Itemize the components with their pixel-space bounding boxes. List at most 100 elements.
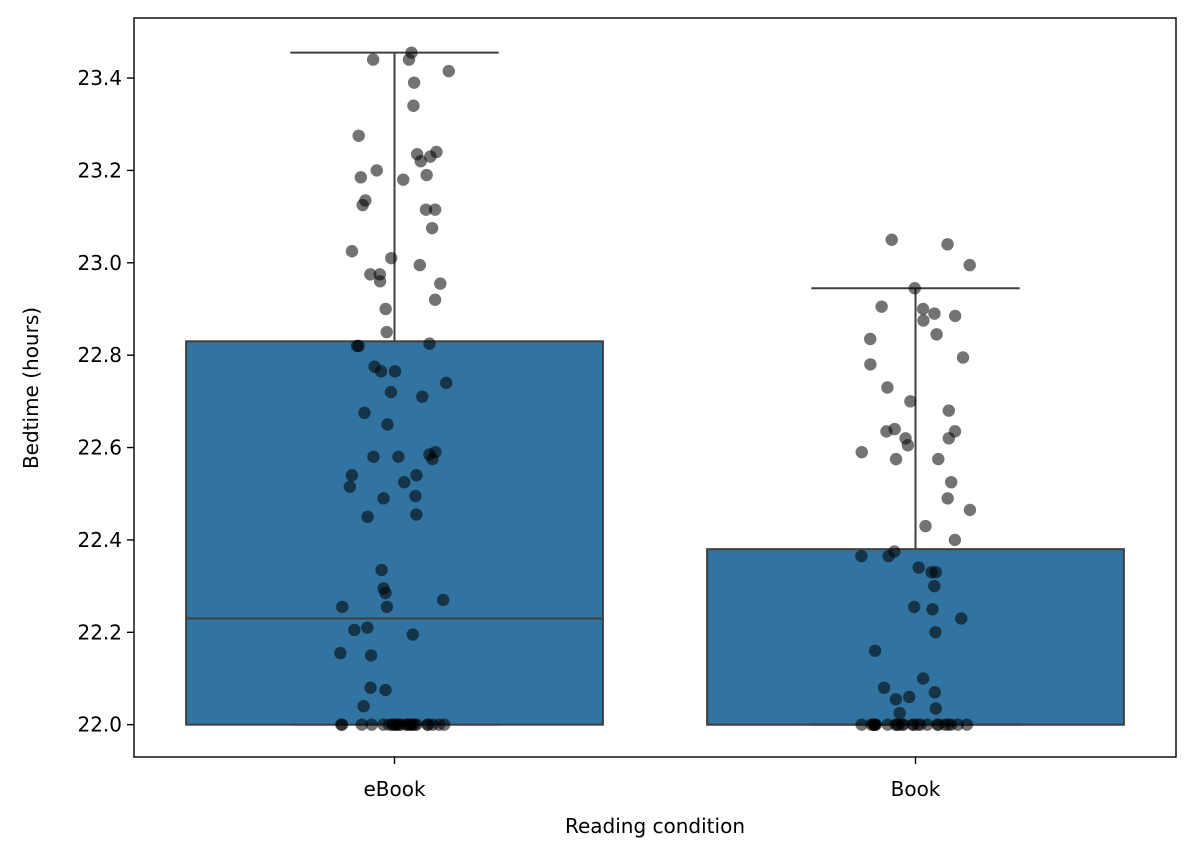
data-point-eBook — [421, 718, 435, 731]
data-point-eBook — [425, 221, 439, 235]
data-point-eBook — [428, 293, 442, 306]
data-point-Book — [955, 612, 968, 625]
data-point-Book — [897, 718, 910, 731]
data-point-eBook — [407, 76, 421, 89]
data-point-Book — [868, 644, 882, 657]
data-point-Book — [889, 693, 903, 706]
data-point-eBook — [379, 586, 392, 600]
box-eBook — [185, 340, 604, 726]
y-tick-label: 23.4 — [77, 66, 122, 90]
data-point-eBook — [414, 154, 427, 168]
data-point-eBook — [345, 469, 359, 482]
data-point-eBook — [384, 385, 398, 399]
data-point-Book — [928, 579, 941, 593]
data-point-eBook — [410, 508, 423, 521]
data-point-eBook — [352, 129, 365, 142]
data-point-eBook — [355, 718, 369, 731]
data-point-eBook — [343, 480, 357, 494]
data-point-Book — [926, 603, 939, 616]
data-point-Book — [930, 328, 943, 341]
data-point-Book — [928, 307, 941, 320]
data-point-eBook — [374, 365, 388, 378]
data-point-Book — [907, 600, 921, 614]
data-point-Book — [928, 686, 941, 699]
data-point-Book — [963, 258, 976, 272]
data-point-eBook — [334, 646, 347, 660]
data-point-Book — [864, 332, 877, 346]
data-point-Book — [875, 300, 888, 313]
data-point-eBook — [364, 649, 378, 662]
data-point-eBook — [416, 390, 429, 403]
data-point-Book — [916, 672, 930, 685]
data-point-eBook — [426, 452, 439, 466]
data-point-Book — [941, 492, 954, 505]
data-point-eBook — [373, 275, 387, 288]
data-point-Book — [929, 702, 942, 715]
data-point-eBook — [432, 718, 446, 731]
data-point-eBook — [367, 450, 380, 463]
data-point-eBook — [364, 268, 377, 281]
data-point-eBook — [409, 489, 422, 503]
data-point-Book — [881, 381, 894, 394]
boxes-layer — [185, 51, 1125, 726]
x-tick-label: Book — [891, 777, 941, 801]
data-point-eBook — [365, 718, 378, 731]
data-point-Book — [877, 681, 891, 694]
data-point-eBook — [406, 628, 419, 641]
data-point-eBook — [357, 699, 370, 713]
data-point-eBook — [380, 325, 393, 339]
data-point-eBook — [335, 718, 348, 731]
data-point-eBook — [408, 718, 422, 731]
data-point-Book — [929, 566, 943, 579]
data-point-eBook — [436, 593, 450, 607]
data-point-Book — [882, 549, 895, 563]
data-point-eBook — [440, 376, 453, 390]
data-point-Book — [855, 445, 868, 459]
data-point-Book — [944, 475, 958, 489]
data-point-Book — [942, 432, 956, 445]
data-point-eBook — [424, 150, 437, 163]
data-point-Book — [901, 439, 915, 452]
data-point-Book — [963, 503, 977, 517]
data-point-eBook — [380, 600, 394, 614]
data-point-eBook — [354, 171, 368, 184]
data-point-eBook — [350, 339, 364, 353]
data-point-Book — [932, 452, 945, 466]
data-point-Book — [908, 281, 921, 295]
data-point-eBook — [385, 251, 398, 265]
plot-frame — [133, 17, 1177, 758]
y-axis: 22.0 22.2 22.4 22.6 22.8 23.0 23.2 23.4 — [77, 66, 134, 737]
data-point-eBook — [434, 277, 447, 290]
data-point-Book — [855, 718, 868, 731]
data-point-Book — [864, 358, 877, 371]
data-point-Book — [948, 533, 962, 547]
data-point-eBook — [423, 337, 436, 350]
data-point-eBook — [390, 718, 403, 731]
data-point-Book — [868, 718, 881, 731]
data-point-eBook — [370, 164, 383, 177]
data-point-eBook — [375, 563, 388, 577]
data-point-eBook — [379, 683, 392, 697]
data-point-eBook — [392, 450, 405, 463]
data-point-eBook — [356, 198, 369, 212]
data-point-eBook — [361, 621, 374, 634]
data-point-Book — [903, 690, 916, 704]
data-point-Book — [893, 706, 906, 720]
data-point-Book — [942, 404, 955, 417]
data-point-eBook — [388, 365, 402, 378]
data-point-eBook — [377, 718, 390, 731]
data-point-eBook — [419, 203, 433, 216]
box-Book — [706, 548, 1125, 726]
data-point-eBook — [377, 492, 390, 505]
y-tick-label: 23.0 — [77, 251, 122, 275]
x-axis: eBook Book — [363, 757, 941, 801]
x-tick-label: eBook — [363, 777, 425, 801]
y-tick-label: 22.6 — [77, 436, 122, 460]
data-point-Book — [919, 519, 932, 533]
data-point-Book — [960, 718, 974, 731]
points-layer — [334, 46, 977, 731]
data-point-Book — [921, 718, 934, 731]
data-point-Book — [880, 425, 893, 438]
data-point-Book — [904, 395, 917, 408]
